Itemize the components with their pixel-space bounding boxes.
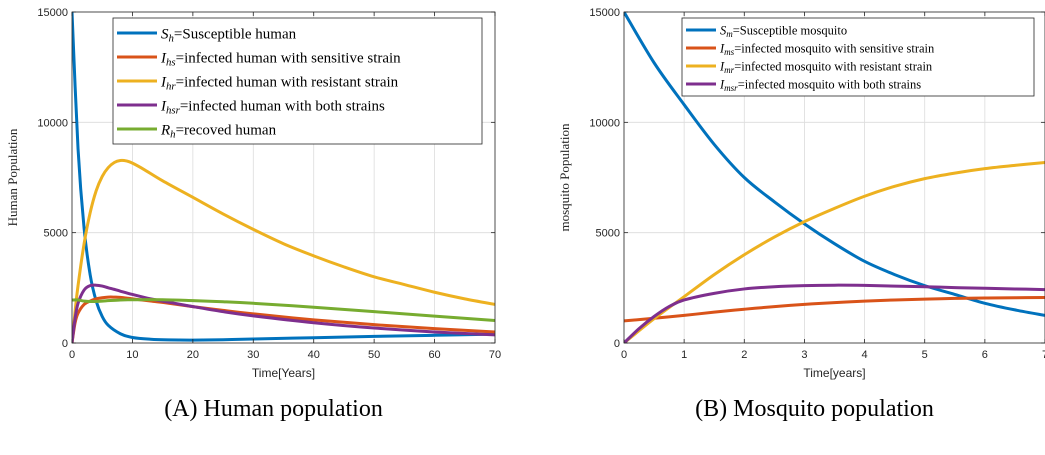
y-axis-label: mosquito Population [557, 123, 572, 231]
x-tick-label: 70 [489, 349, 501, 361]
series-line-s-h [72, 12, 495, 342]
y-tick-label: 5000 [596, 228, 620, 240]
y-tick-label: 5000 [44, 228, 68, 240]
legend: Sm=Susceptible mosquito Ims=infected mosq… [681, 17, 1035, 97]
series-line-i-hr [72, 158, 495, 343]
x-tick-label: 60 [428, 349, 440, 361]
mosquito-population-chart: 0 1 2 3 4 5 6 7 0 5000 10000 15000 Time[years] mosq… [557, 7, 1045, 422]
y-tick-label: 10000 [589, 117, 620, 129]
series-line-r-h [72, 298, 495, 322]
plot-area-frame [623, 11, 1045, 344]
human-population-chart: 0 10 20 30 40 50 60 70 0 5000 10000 15000 Time[Year… [5, 7, 501, 422]
x-tick-label: 20 [187, 349, 199, 361]
y-axis-label: Human Population [5, 128, 20, 226]
x-axis-label: Time[Years] [252, 366, 315, 380]
x-tick-label: 0 [69, 349, 75, 361]
x-tick-label: 4 [862, 349, 868, 361]
series-line-i-hsr [72, 283, 495, 343]
legend: Sh=Susceptible human Ihs=infected human w… [112, 17, 483, 145]
legend-label: Imr=infected mosquito with resistant str… [719, 59, 933, 75]
legend-label: Ihr=infected human with resistant strain [160, 74, 399, 92]
x-tick-label: 10 [126, 349, 138, 361]
series-line-i-msr [624, 283, 1045, 343]
plot-area-frame [71, 11, 496, 344]
legend-label: Sm=Susceptible mosquito [720, 23, 847, 39]
legend-label: Rh=recoved human [160, 122, 277, 140]
series-line-i-mr [624, 160, 1045, 343]
legend-label: Sh=Susceptible human [161, 26, 297, 44]
x-tick-label: 50 [368, 349, 380, 361]
x-tick-label: 5 [922, 349, 928, 361]
legend-box [112, 17, 483, 145]
legend-box [681, 17, 1035, 97]
x-tick-label: 6 [982, 349, 988, 361]
panel-caption: (B) Mosquito population [695, 396, 934, 422]
x-tick-label: 30 [247, 349, 259, 361]
series-line-i-ms [624, 296, 1045, 323]
x-tick-label: 2 [741, 349, 747, 361]
x-tick-label: 40 [308, 349, 320, 361]
series-line-i-hs [72, 295, 495, 343]
legend-label: Ihsr=infected human with both strains [160, 98, 385, 116]
y-tick-label: 15000 [37, 7, 68, 19]
legend-label: Ihs=infected human with sensitive strain [160, 50, 401, 68]
y-tick-label: 15000 [589, 7, 620, 19]
series-line-s-m [624, 12, 1045, 317]
x-tick-label: 7 [1042, 349, 1045, 361]
legend-label: Ims=infected mosquito with sensitive str… [719, 41, 935, 57]
x-tick-label: 0 [621, 349, 627, 361]
panel-caption: (A) Human population [164, 396, 383, 422]
y-tick-label: 10000 [37, 117, 68, 129]
y-tick-label: 0 [62, 338, 68, 350]
y-tick-label: 0 [614, 338, 620, 350]
legend-label: Imsr=infected mosquito with both strains [719, 77, 921, 93]
x-tick-label: 1 [681, 349, 687, 361]
x-tick-label: 3 [801, 349, 807, 361]
x-axis-label: Time[years] [803, 366, 865, 380]
